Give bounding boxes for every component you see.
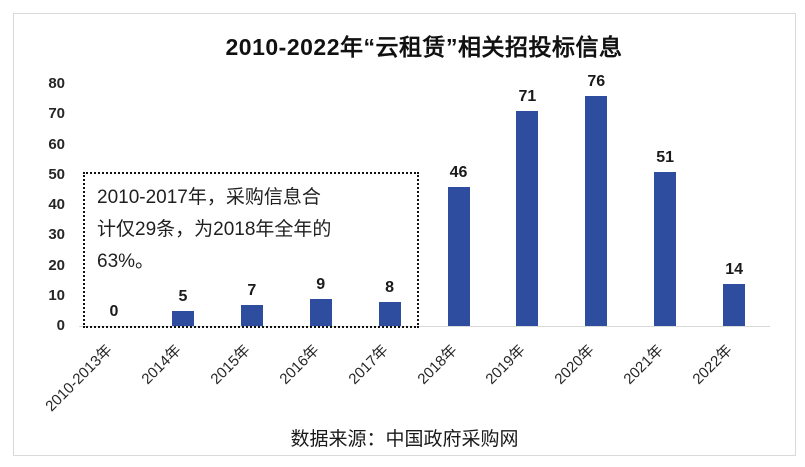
bar-value-label: 71 <box>518 88 537 106</box>
bar-value-label: 51 <box>656 148 675 166</box>
bar-value-label: 9 <box>316 275 326 293</box>
y-axis-tick-label: 50 <box>48 165 65 183</box>
annotation-text-line: 63%。 <box>97 251 155 272</box>
bar <box>309 298 332 326</box>
annotation-text-line: 2010-2017年，采购信息合 <box>97 187 321 208</box>
bar <box>516 111 539 326</box>
chart-title: 2010-2022年“云租赁”相关招投标信息 <box>225 34 623 60</box>
bar-value-label: 46 <box>449 163 468 181</box>
y-axis-tick-label: 0 <box>56 317 65 334</box>
y-axis-tick-label: 30 <box>48 226 65 244</box>
y-axis-tick-label: 40 <box>48 196 65 213</box>
bar-value-label: 76 <box>587 73 606 91</box>
y-axis-tick-label: 80 <box>48 75 65 92</box>
bar <box>240 304 263 326</box>
y-axis-tick-label: 20 <box>48 256 65 274</box>
bar-value-label: 7 <box>247 281 257 299</box>
bar-value-label: 0 <box>109 303 119 320</box>
bar <box>585 96 608 326</box>
annotation-text-line: 计仅29条，为2018年全年的 <box>97 219 332 240</box>
bar-value-label: 5 <box>178 287 188 305</box>
y-axis-tick-label: 10 <box>48 286 65 304</box>
bar-value-label: 8 <box>385 278 395 296</box>
annotation-box: 2010-2017年，采购信息合 计仅29条，为2018年全年的 63%。 <box>83 172 419 328</box>
bar <box>723 283 746 326</box>
bar <box>171 310 194 326</box>
y-axis-tick-label: 70 <box>48 105 65 123</box>
bar <box>654 171 677 326</box>
x-axis-line <box>79 326 770 327</box>
bar-value-label: 14 <box>725 260 743 278</box>
bar <box>378 301 401 326</box>
data-source-label: 数据来源：中国政府采购网 <box>290 429 519 450</box>
bar <box>447 186 470 326</box>
y-axis-tick-label: 60 <box>48 135 65 153</box>
